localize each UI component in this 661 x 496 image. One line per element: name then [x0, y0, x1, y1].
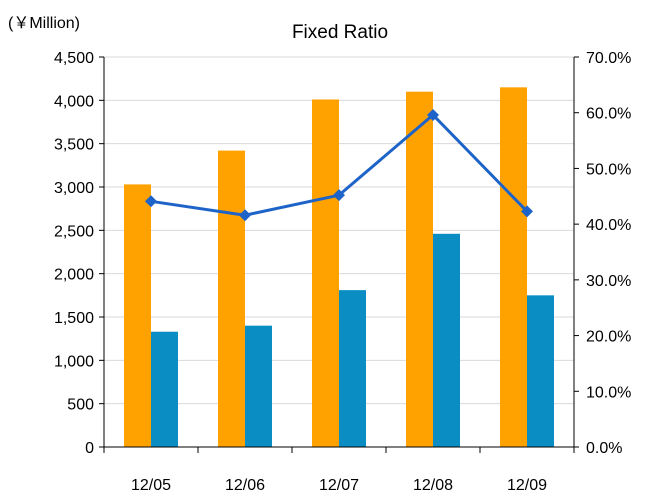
left-axis-tick-label: 4,000: [54, 93, 94, 110]
ratio-point: [427, 108, 439, 121]
left-axis-tick-label: 0: [85, 440, 94, 457]
chart-title: Fixed Ratio: [292, 22, 388, 43]
right-axis-tick-label: 60.0%: [586, 106, 631, 123]
orange-bar: [500, 87, 527, 447]
orange-bar: [124, 184, 151, 447]
left-axis-tick-label: 1,000: [54, 353, 94, 370]
x-axis-tick-label: 12/09: [507, 477, 547, 494]
right-axis-tick-label: 0.0%: [586, 440, 622, 457]
left-axis-tick-label: 3,500: [54, 137, 94, 154]
blue-bar: [339, 290, 366, 447]
ratio-line-series: [145, 108, 533, 222]
right-axis-tick-label: 70.0%: [586, 50, 631, 67]
blue-bar: [527, 295, 554, 447]
blue-bar: [151, 331, 178, 447]
right-axis-tick-label: 40.0%: [586, 217, 631, 234]
right-axis-tick-label: 30.0%: [586, 273, 631, 290]
x-axis-tick-label: 12/07: [319, 477, 359, 494]
left-axis-tick-label: 4,500: [54, 50, 94, 67]
ratio-point: [145, 195, 157, 208]
x-axis-tick-label: 12/06: [225, 477, 265, 494]
right-axis-tick-label: 20.0%: [586, 329, 631, 346]
orange-bar: [312, 99, 339, 447]
blue-bar: [245, 325, 272, 447]
ratio-point: [239, 209, 251, 222]
tick-labels: 0 500 1,000 1,500 2,000 2,500 3,000 3,500 4,000 4…: [54, 50, 631, 494]
ratio-point: [333, 189, 345, 202]
left-axis-tick-label: 2,000: [54, 267, 94, 284]
bars: [124, 87, 554, 448]
unit-label: (￥Million): [8, 15, 80, 32]
axes: [99, 56, 579, 453]
ratio-point: [521, 205, 533, 218]
left-axis-tick-label: 3,000: [54, 180, 94, 197]
right-axis-tick-label: 50.0%: [586, 161, 631, 178]
orange-bar: [218, 150, 245, 447]
orange-bar: [406, 91, 433, 448]
x-axis-tick-label: 12/05: [131, 477, 171, 494]
left-axis-tick-label: 2,500: [54, 223, 94, 240]
left-axis-tick-label: 500: [67, 397, 94, 414]
x-axis-tick-label: 12/08: [413, 477, 453, 494]
right-axis-tick-label: 10.0%: [586, 384, 631, 401]
blue-bar: [433, 233, 460, 447]
left-axis-tick-label: 1,500: [54, 310, 94, 327]
